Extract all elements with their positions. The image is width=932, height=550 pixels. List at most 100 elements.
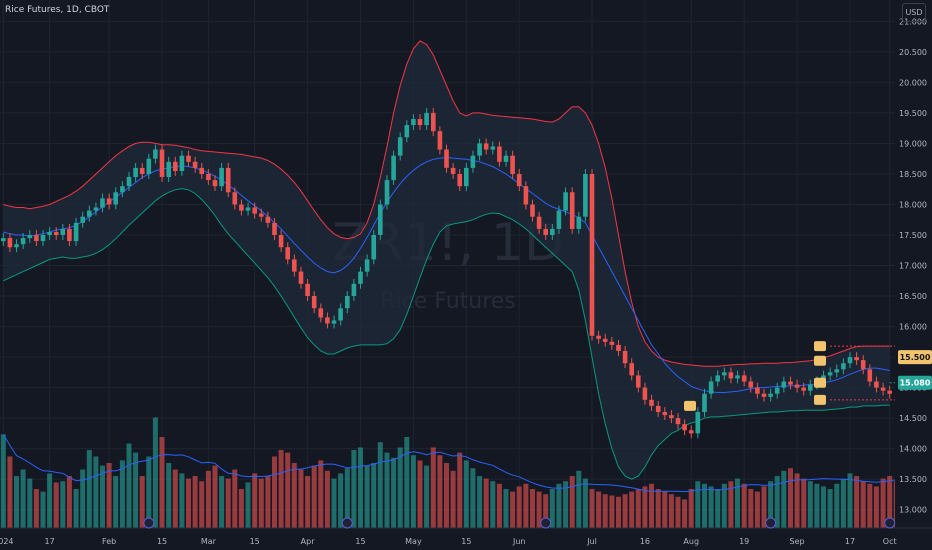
volume-bar — [807, 481, 813, 528]
volume-bar — [668, 494, 674, 528]
candle — [834, 369, 840, 373]
candle — [272, 222, 277, 235]
candle — [73, 222, 79, 242]
volume-bar — [272, 456, 277, 528]
volume-bar — [794, 473, 800, 528]
candle — [860, 360, 866, 370]
volume-bar — [410, 455, 416, 528]
volume-bar — [358, 447, 363, 528]
volume-bar — [166, 463, 172, 528]
currency-button[interactable]: USD — [902, 3, 926, 22]
candle — [841, 363, 846, 370]
volume-bar — [510, 491, 516, 528]
volume-bar — [152, 417, 158, 528]
y-tick-label: 14.000 — [899, 445, 927, 454]
volume-bar — [609, 495, 615, 528]
candle — [120, 186, 125, 193]
candle — [761, 393, 767, 397]
volume-bar — [635, 489, 641, 528]
x-tick-label: Apr — [301, 537, 316, 546]
volume-bar — [344, 468, 350, 528]
y-tick-label: 19.000 — [899, 139, 927, 148]
volume-bar — [887, 476, 893, 528]
volume-bar — [715, 489, 721, 528]
candle — [93, 207, 99, 211]
volume-bar — [576, 470, 582, 528]
volume-bar — [245, 482, 251, 528]
volume-bar — [278, 450, 284, 528]
volume-bar — [238, 489, 244, 528]
candle — [583, 174, 588, 217]
candle — [596, 335, 601, 339]
candle — [404, 125, 410, 138]
volume-bar — [417, 460, 423, 528]
volume-bar — [662, 491, 668, 528]
volume-bar — [761, 486, 767, 528]
x-tick-label: 19 — [739, 537, 749, 546]
candle — [67, 228, 72, 242]
volume-bar — [675, 496, 681, 528]
candle — [887, 390, 892, 394]
volume-bar — [801, 478, 807, 528]
volume-bar — [324, 470, 330, 528]
candle — [682, 424, 687, 431]
candle — [530, 204, 535, 217]
candle — [854, 357, 859, 361]
candle — [47, 232, 52, 236]
y-tick-label: 17.500 — [899, 231, 927, 240]
volume-bar — [774, 476, 780, 528]
volume-bar — [622, 494, 628, 528]
event-icon — [143, 517, 155, 529]
candle — [576, 216, 582, 229]
y-tick-label: 17.000 — [899, 262, 927, 271]
candle — [212, 180, 218, 187]
candle — [133, 167, 138, 178]
volume-bar — [768, 481, 774, 528]
y-tick-label: 14.500 — [899, 414, 927, 423]
candle — [688, 430, 694, 434]
candle — [464, 167, 469, 187]
volume-bar — [596, 491, 602, 528]
candle — [53, 232, 59, 236]
time-axis[interactable]: 2024 17 Feb 15 Mar 15 Apr 15 May 15 Jun Jul 16 Aug 19 S… — [0, 527, 932, 546]
volume-bar — [7, 456, 13, 528]
marker-price-badge-bg — [898, 350, 932, 365]
candle — [153, 149, 158, 159]
volume-bar — [477, 476, 483, 528]
volume-bar — [371, 463, 377, 528]
candle — [318, 308, 324, 318]
volume-bar — [285, 452, 291, 528]
candle — [457, 174, 462, 187]
candle — [715, 375, 720, 382]
y-tick-label: 20.000 — [899, 78, 927, 87]
candle — [239, 204, 244, 211]
candle — [259, 213, 264, 217]
candle — [497, 146, 502, 162]
y-tick-label: 20.500 — [899, 48, 927, 57]
candle — [735, 375, 740, 379]
candle — [722, 372, 727, 376]
candle — [351, 283, 357, 296]
candle — [662, 412, 668, 416]
bollinger-band-area — [3, 40, 890, 480]
candle — [179, 155, 185, 171]
volume-bar — [27, 478, 33, 528]
candle — [126, 177, 132, 187]
volume-bar — [33, 489, 39, 528]
volume-bar — [721, 483, 727, 528]
candle — [655, 405, 661, 412]
x-tick-label: 15 — [461, 537, 471, 546]
candle — [192, 161, 198, 168]
volume-bar — [384, 452, 390, 528]
candle — [232, 192, 238, 205]
candle — [424, 112, 429, 126]
candle — [477, 143, 482, 156]
x-tick-label: 16 — [640, 537, 650, 546]
candle — [642, 387, 648, 400]
x-tick-label: 17 — [845, 537, 855, 546]
price-axis[interactable]: 21.00020.50020.00019.50019.00018.50018.0… — [895, 0, 932, 550]
candle — [166, 161, 171, 178]
candle — [543, 228, 548, 235]
